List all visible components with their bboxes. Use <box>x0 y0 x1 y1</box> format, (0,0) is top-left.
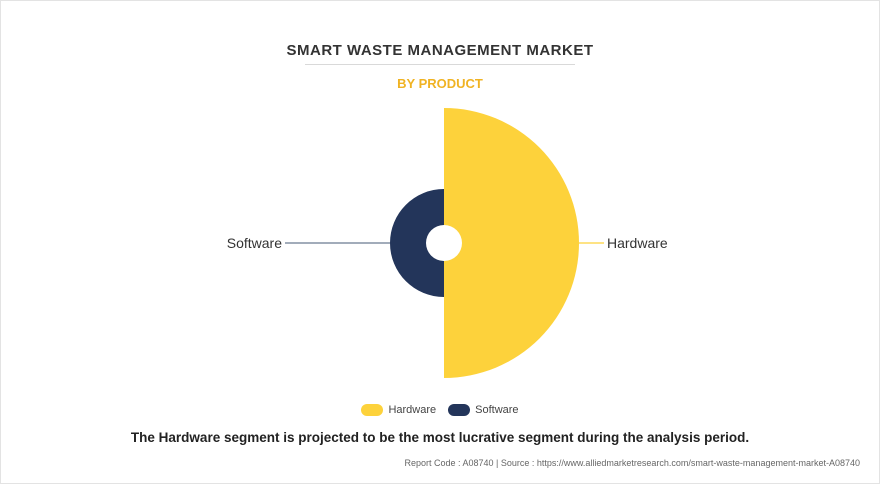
slice-label-hardware: Hardware <box>607 235 668 251</box>
source-note: Report Code : A08740 | Source : https://… <box>404 458 860 468</box>
chart-title: SMART WASTE MANAGEMENT MARKET <box>286 42 594 59</box>
slice-label-software: Software <box>227 235 282 251</box>
pie-slices <box>390 108 579 378</box>
legend-item-hardware[interactable]: Hardware <box>361 404 436 416</box>
chart-caption: The Hardware segment is projected to be … <box>130 430 750 445</box>
legend-swatch-hardware <box>361 404 384 416</box>
title-divider <box>305 64 575 65</box>
legend-item-software[interactable]: Software <box>448 404 519 416</box>
pie-labels: Hardware Software <box>227 235 668 251</box>
pie-slice-software[interactable] <box>390 189 444 297</box>
pie-slice-hardware[interactable] <box>444 108 579 378</box>
legend-label-software: Software <box>475 404 519 416</box>
legend-swatch-software <box>448 404 471 416</box>
legend-label-hardware: Hardware <box>388 404 437 416</box>
chart-legend: Hardware Software <box>0 404 880 416</box>
chart-subtitle: BY PRODUCT <box>397 76 483 91</box>
